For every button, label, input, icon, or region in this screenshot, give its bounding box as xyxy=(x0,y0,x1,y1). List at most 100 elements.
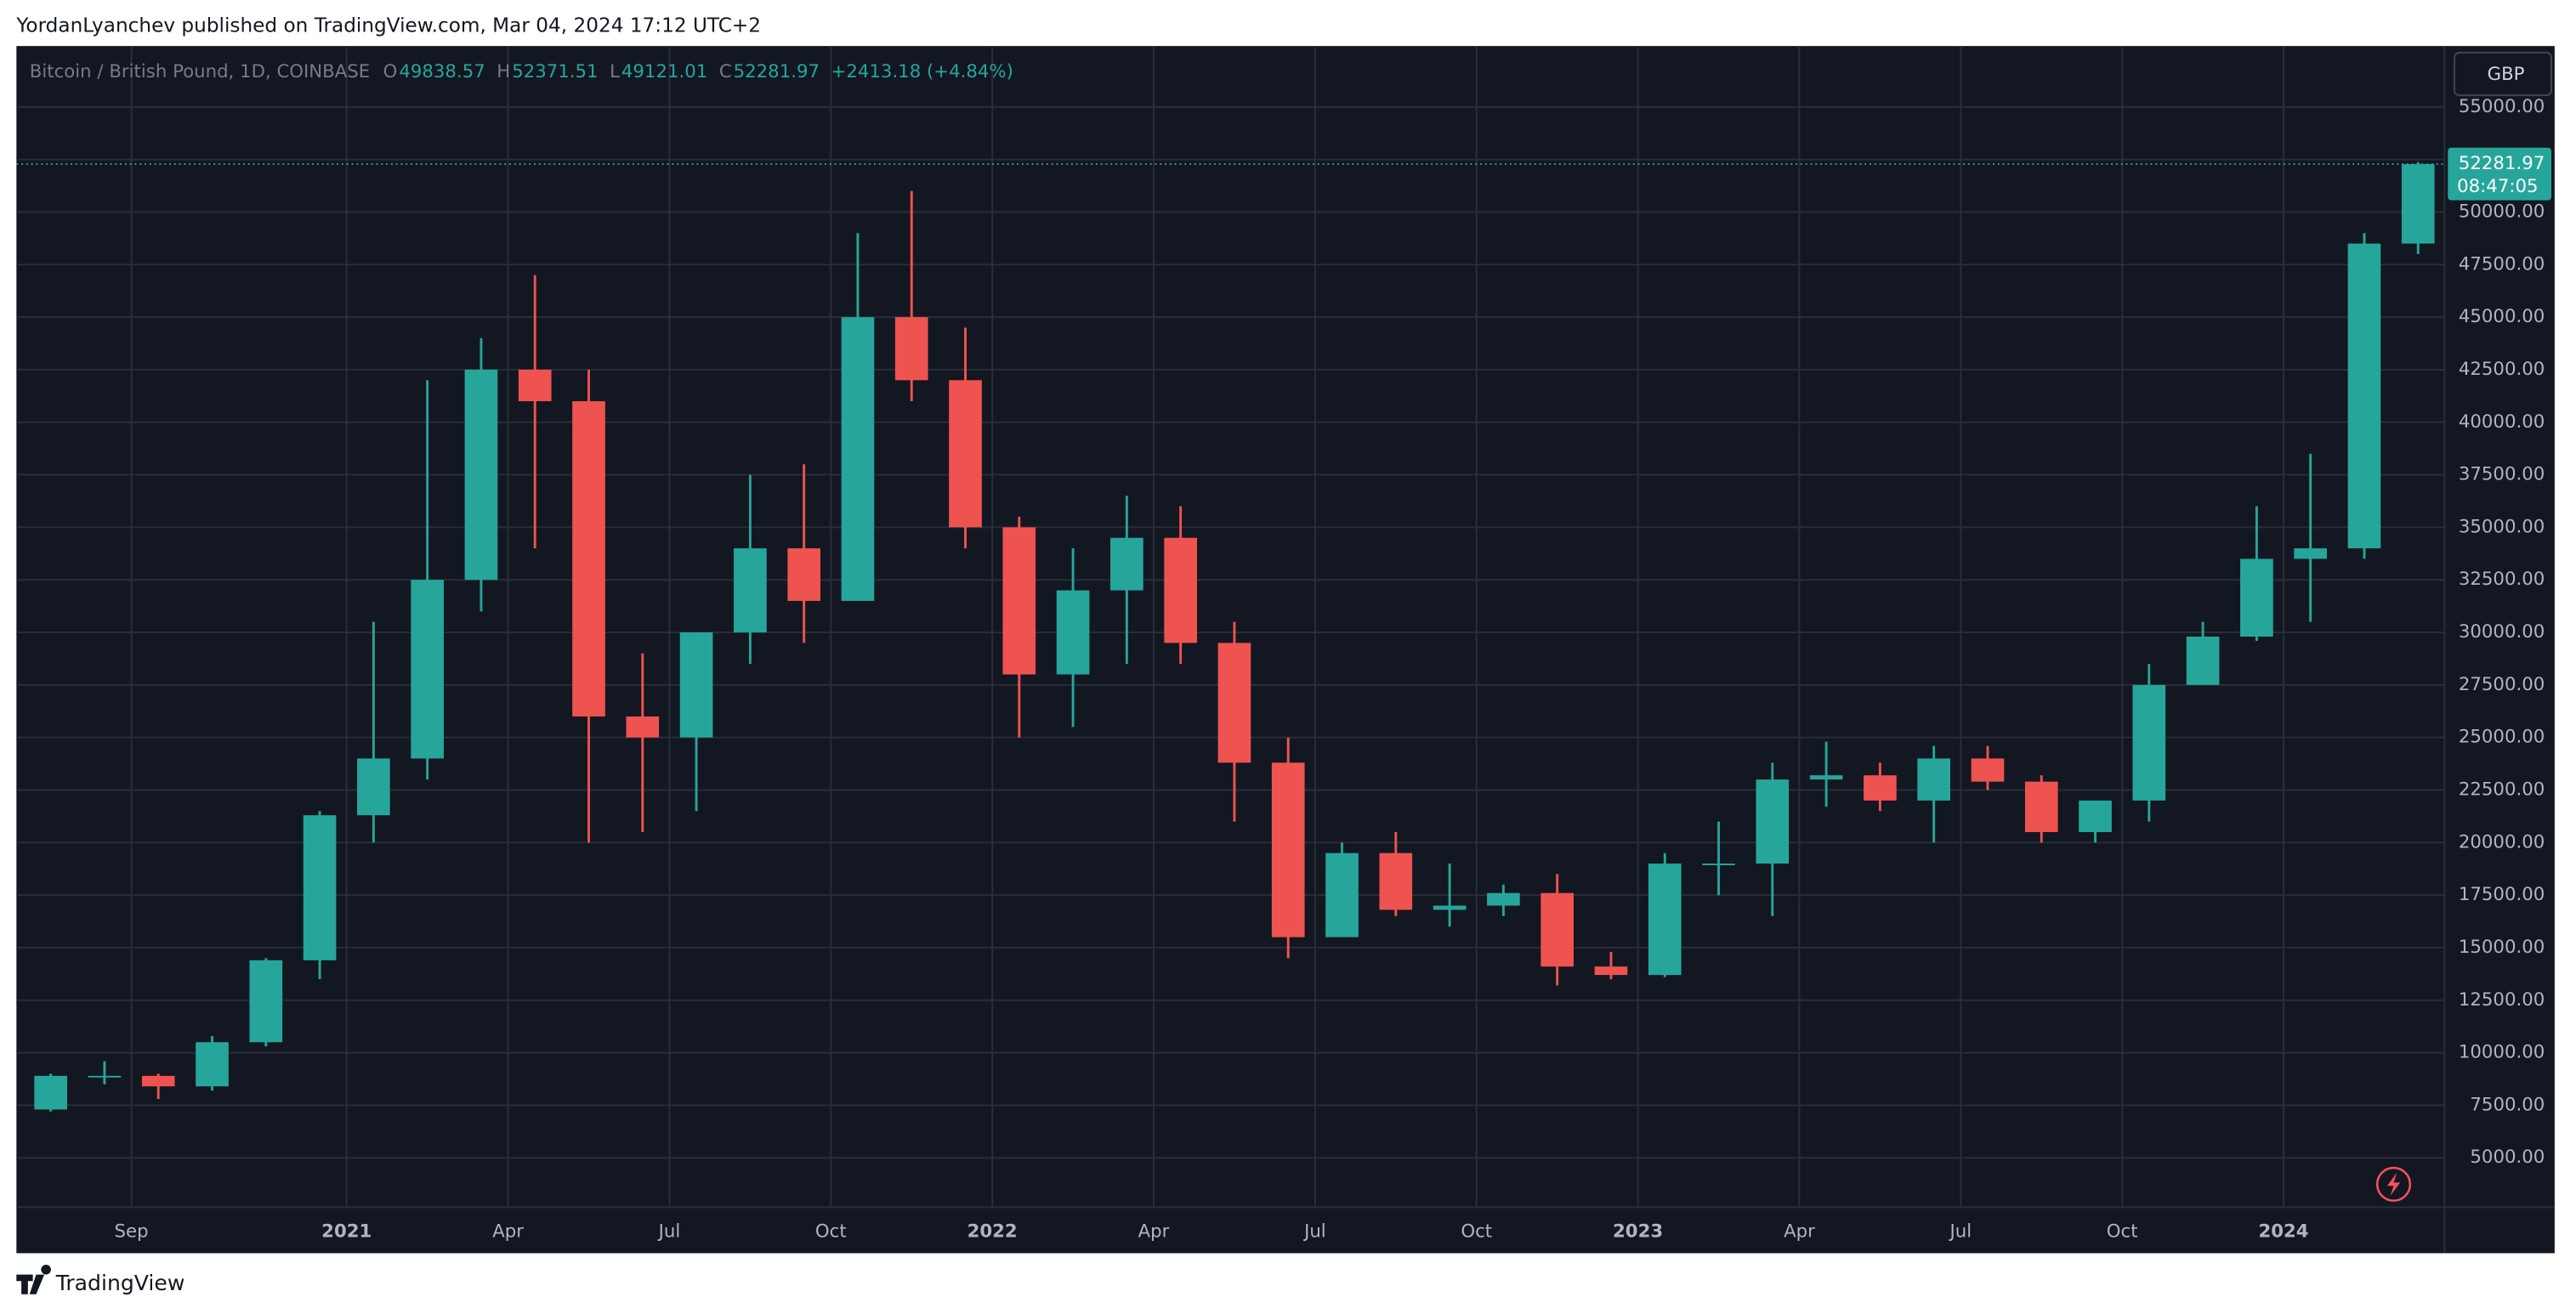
x-tick-label: Apr xyxy=(492,1221,524,1242)
y-tick-label: 55000.00 xyxy=(2459,96,2545,117)
last-price-tag xyxy=(2448,147,2552,201)
candle-body xyxy=(518,369,552,402)
y-tick-label: 45000.00 xyxy=(2459,306,2545,327)
candle-body xyxy=(1917,758,1950,801)
x-tick-label: 2021 xyxy=(321,1221,372,1242)
candle-body xyxy=(2240,558,2273,637)
candle-body xyxy=(357,758,390,816)
candle-body xyxy=(1971,758,2005,782)
y-tick-label: 20000.00 xyxy=(2459,831,2545,852)
candle-body xyxy=(88,1075,122,1078)
legend-value: 52281.97 xyxy=(734,61,820,82)
x-tick-label: Oct xyxy=(2107,1221,2138,1242)
y-tick-label: 7500.00 xyxy=(2470,1094,2545,1115)
y-tick-label: 32500.00 xyxy=(2459,569,2545,590)
candle-body xyxy=(2186,636,2220,685)
candle-body xyxy=(303,815,337,960)
candle-body xyxy=(1702,864,1735,865)
candle-body xyxy=(2132,684,2166,801)
candle-body xyxy=(1864,775,1897,801)
x-tick-label: 2024 xyxy=(2258,1221,2308,1242)
legend-key: O xyxy=(383,61,398,82)
legend-key: L xyxy=(610,61,620,82)
x-tick-label: Oct xyxy=(1461,1221,1492,1242)
y-tick-label: 50000.00 xyxy=(2459,201,2545,222)
candle-body xyxy=(1379,852,1413,910)
candle-body xyxy=(572,401,605,716)
alert-icon[interactable] xyxy=(2375,1166,2412,1202)
candle-body xyxy=(464,369,498,581)
candle-body xyxy=(1325,852,1359,937)
candle-body xyxy=(787,548,820,601)
candle-body xyxy=(894,317,928,381)
legend-key: C xyxy=(719,61,732,82)
candle-body xyxy=(1110,537,1143,591)
candle-body xyxy=(841,317,875,601)
candle-body xyxy=(1648,864,1682,976)
y-tick-label: 5000.00 xyxy=(2470,1147,2545,1168)
brand-logo xyxy=(16,1264,51,1294)
candle-body xyxy=(1594,966,1628,976)
y-tick-label: 37500.00 xyxy=(2459,464,2545,485)
y-tick-label: 25000.00 xyxy=(2459,727,2545,748)
candle-body xyxy=(1271,762,1305,937)
x-tick-label: 2022 xyxy=(967,1221,1018,1242)
legend-key: H xyxy=(496,61,510,82)
x-tick-label: Jul xyxy=(657,1221,681,1242)
x-tick-label: Oct xyxy=(815,1221,847,1242)
countdown: 08:47:05 xyxy=(2457,176,2538,197)
x-tick-label: 2023 xyxy=(1613,1221,1663,1242)
candle-body xyxy=(626,716,660,738)
x-tick-label: Jul xyxy=(1302,1221,1326,1242)
y-tick-label: 22500.00 xyxy=(2459,779,2545,801)
candle-body xyxy=(1756,779,1790,864)
y-tick-label: 40000.00 xyxy=(2459,411,2545,433)
candle-body xyxy=(2347,243,2381,549)
y-tick-label: 10000.00 xyxy=(2459,1042,2545,1063)
y-tick-label: 30000.00 xyxy=(2459,621,2545,643)
candle-body xyxy=(2079,800,2112,832)
candle-body xyxy=(1433,905,1467,910)
alert-bolt xyxy=(2386,1172,2401,1196)
y-tick-label: 12500.00 xyxy=(2459,989,2545,1011)
candle-body xyxy=(34,1075,67,1110)
candle-body xyxy=(411,580,444,759)
chart-background xyxy=(16,46,2555,1254)
brand: TradingView xyxy=(55,1271,185,1295)
x-tick-label: Apr xyxy=(1784,1221,1815,1242)
legend-value: 52371.51 xyxy=(512,61,598,82)
y-tick-label: 42500.00 xyxy=(2459,359,2545,380)
x-tick-label: Apr xyxy=(1138,1221,1170,1242)
legend-change: +2413.18 (+4.84%) xyxy=(831,61,1013,82)
x-tick-label: Jul xyxy=(1948,1221,1972,1242)
candle-body xyxy=(679,632,713,738)
candle-body xyxy=(2401,164,2435,244)
candle-body xyxy=(249,960,283,1043)
candle-body xyxy=(1540,892,1574,967)
chart-title: Bitcoin / British Pound, 1D, COINBASE xyxy=(30,61,370,82)
currency-box[interactable] xyxy=(2454,51,2552,97)
last-price-label: 52281.97 xyxy=(2459,153,2545,174)
candle-body xyxy=(1809,775,1843,780)
y-tick-label: 47500.00 xyxy=(2459,253,2545,275)
candle-body xyxy=(2294,548,2328,559)
legend-value: 49838.57 xyxy=(399,61,485,82)
y-tick-label: 17500.00 xyxy=(2459,884,2545,905)
y-tick-label: 35000.00 xyxy=(2459,516,2545,537)
legend-value: 49121.01 xyxy=(621,61,707,82)
candle-body xyxy=(2024,781,2058,832)
legend: Bitcoin / British Pound, 1D, COINBASE O 49… xyxy=(30,61,1013,82)
grid: 5000.00 7500.00 10000.00 12500.00 15000.00 17… xyxy=(16,46,2545,1242)
candle-body xyxy=(1487,892,1520,906)
publish-info: YordanLyanchev published on TradingView.… xyxy=(15,14,761,37)
candle-body xyxy=(734,548,767,633)
candle-body xyxy=(1217,643,1251,763)
candle-body xyxy=(1164,537,1197,643)
currency[interactable]: GBP xyxy=(2488,64,2525,85)
y-tick-label: 15000.00 xyxy=(2459,937,2545,958)
candle-body xyxy=(196,1042,229,1087)
candle-body xyxy=(1056,590,1090,675)
